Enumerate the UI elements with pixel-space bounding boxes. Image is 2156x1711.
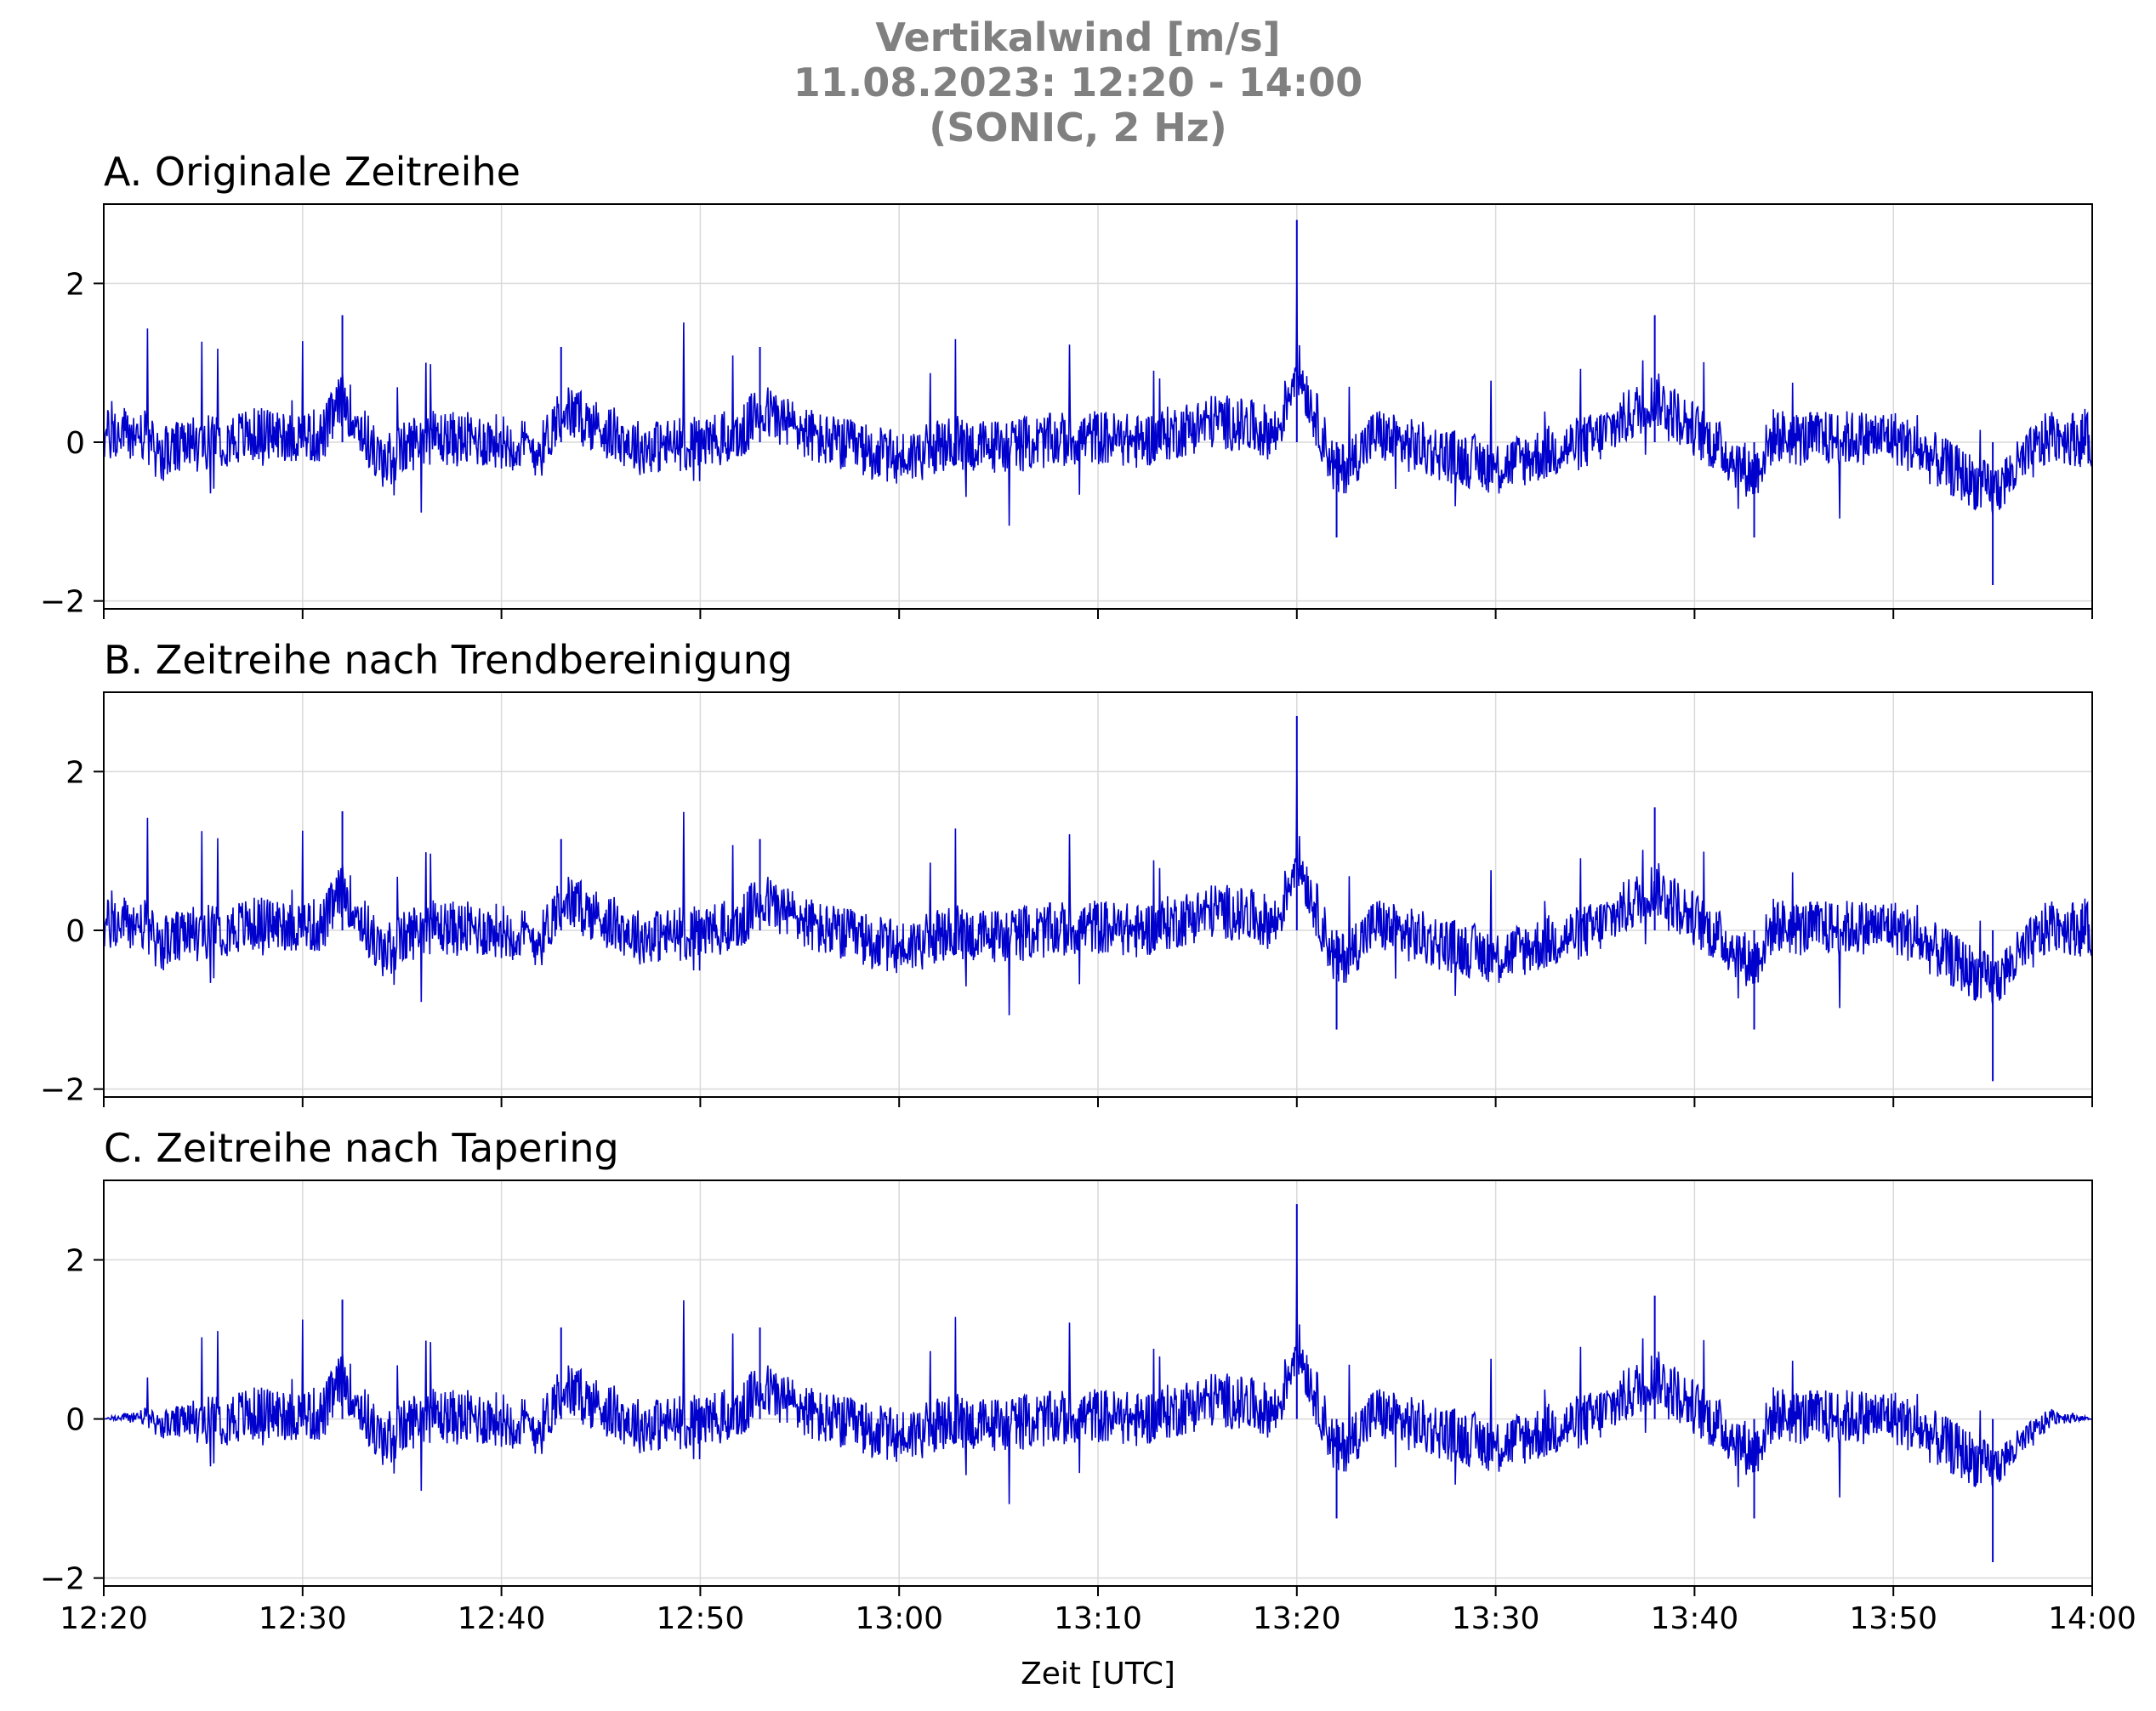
- figure-title-line-1: Vertikalwind [m/s]: [875, 14, 1281, 60]
- y-tick-label: −2: [40, 1562, 85, 1597]
- x-tick-label: 13:50: [1849, 1601, 1937, 1636]
- x-tick-label: 12:50: [657, 1601, 745, 1636]
- x-tick-label: 12:40: [458, 1601, 546, 1636]
- y-tick-label: 2: [65, 1244, 85, 1279]
- figure-title: Vertikalwind [m/s] 11.08.2023: 12:20 - 1…: [0, 15, 2156, 151]
- panel-title: B. Zeitreihe nach Trendbereinigung: [104, 637, 793, 683]
- y-tick-label: 0: [65, 1403, 85, 1438]
- y-tick-label: 0: [65, 426, 85, 461]
- x-tick-label: 13:20: [1253, 1601, 1341, 1636]
- x-tick-label: 13:30: [1452, 1601, 1540, 1636]
- y-tick-label: 0: [65, 914, 85, 949]
- x-tick-label: 12:30: [259, 1601, 347, 1636]
- y-tick-label: −2: [40, 585, 85, 620]
- x-axis-label: Zeit [UTC]: [1021, 1657, 1175, 1691]
- y-tick-label: 2: [65, 267, 85, 302]
- figure-title-line-3: (SONIC, 2 Hz): [929, 105, 1227, 151]
- panel-title: C. Zeitreihe nach Tapering: [104, 1125, 619, 1171]
- figure-title-line-2: 11.08.2023: 12:20 - 14:00: [793, 60, 1363, 105]
- y-tick-label: −2: [40, 1073, 85, 1108]
- x-tick-label: 14:00: [2048, 1601, 2136, 1636]
- x-tick-label: 12:20: [60, 1601, 148, 1636]
- x-tick-label: 13:10: [1054, 1601, 1142, 1636]
- x-tick-label: 13:40: [1651, 1601, 1739, 1636]
- panel-title: A. Originale Zeitreihe: [104, 149, 521, 195]
- series-line: [103, 1263, 2093, 1504]
- series-line: [103, 283, 2093, 526]
- y-tick-label: 2: [65, 755, 85, 790]
- series-line: [103, 775, 2093, 1015]
- x-tick-label: 13:00: [855, 1601, 943, 1636]
